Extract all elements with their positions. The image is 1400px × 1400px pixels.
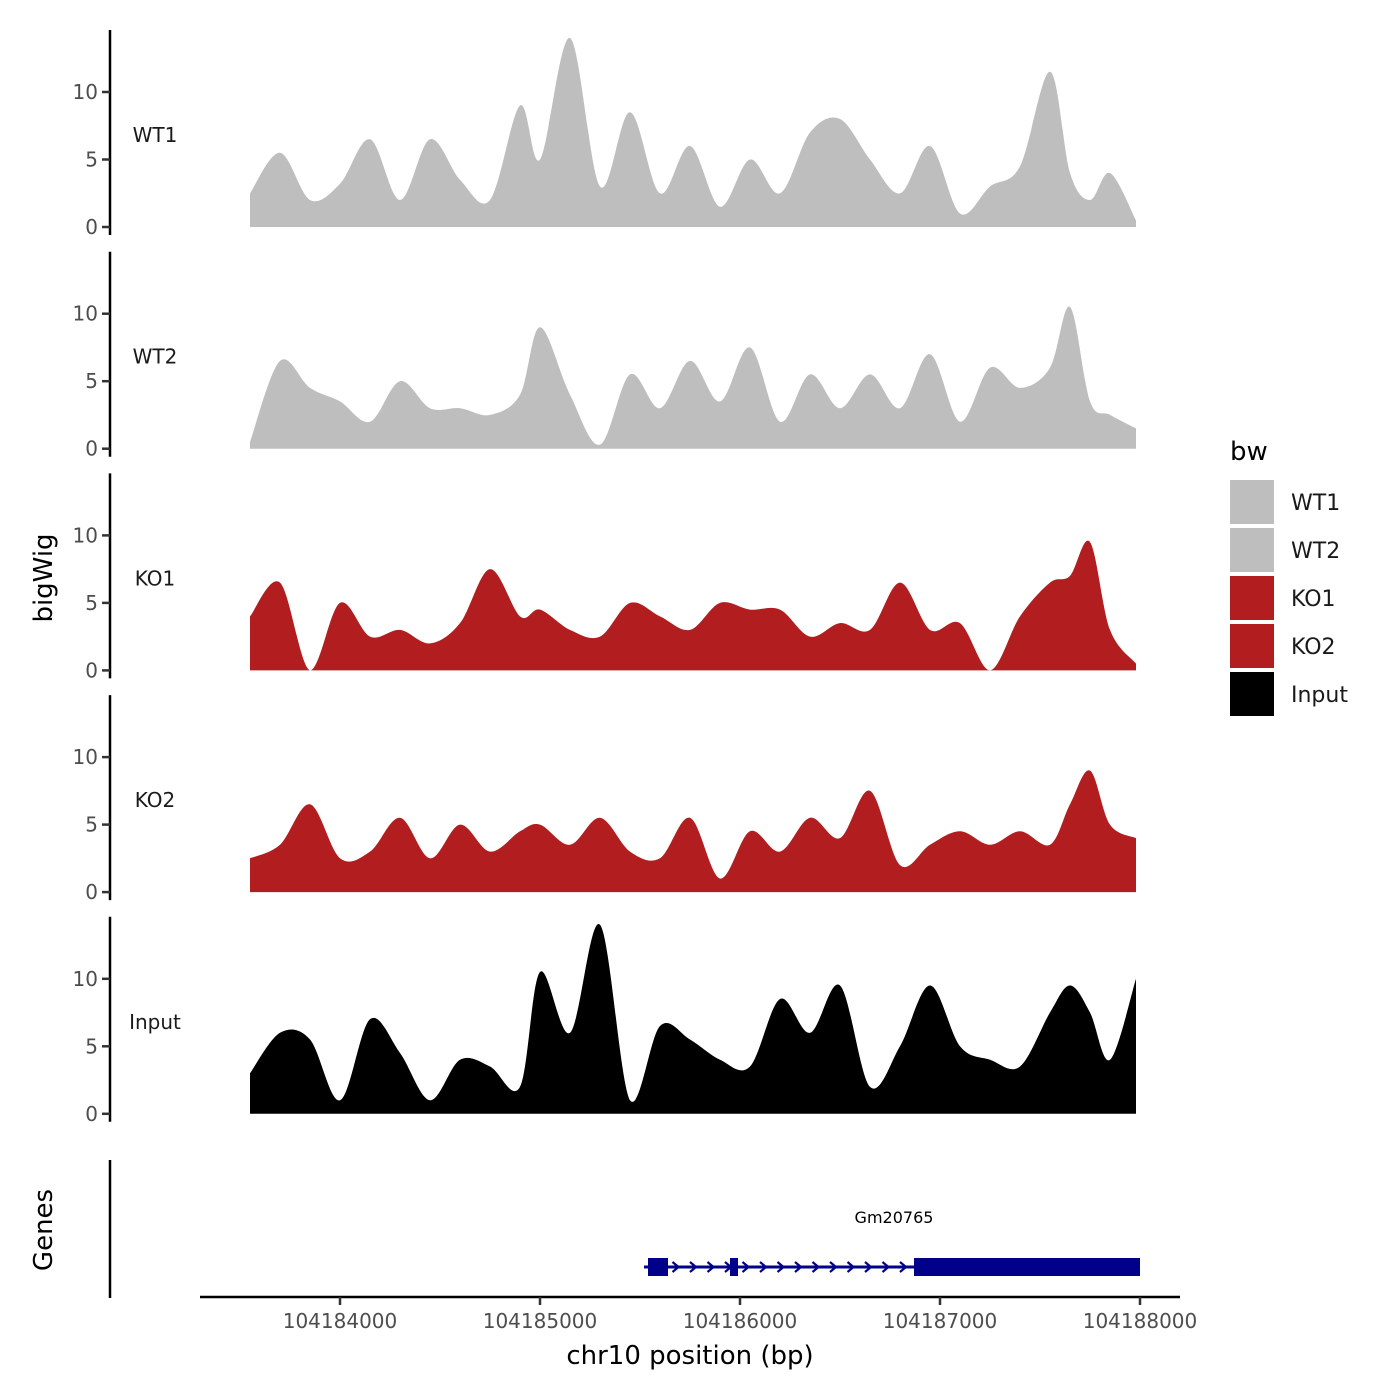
x-axis: 104184000 104185000 104186000 104187000 1041… <box>200 1295 1198 1333</box>
x-tick-label-104186000: 104186000 <box>683 1309 798 1333</box>
legend-label-ko1: KO1 <box>1291 587 1336 612</box>
track-ko2: 0 5 10 KO2 <box>73 695 1136 904</box>
track-label-wt2: WT2 <box>133 345 178 369</box>
area-wt1 <box>250 37 1136 228</box>
y-tick-label-wt1-10: 10 <box>73 80 98 104</box>
gene-label: Gm20765 <box>855 1208 934 1227</box>
strand-arrow <box>829 1261 838 1273</box>
strand-arrow <box>899 1261 908 1273</box>
gene-utr <box>1074 1258 1140 1276</box>
gene-gm20765: Gm20765 <box>644 1208 1140 1276</box>
track-input: 0 5 10 Input <box>73 916 1136 1126</box>
strand-arrow <box>776 1261 786 1273</box>
y-tick-label-input-5: 5 <box>85 1034 98 1058</box>
strand-arrow <box>881 1261 891 1273</box>
x-axis-title: chr10 position (bp) <box>566 1341 813 1371</box>
y-tick-label-wt2-0: 0 <box>85 437 98 461</box>
y-tick-label-ko1-0: 0 <box>85 658 98 682</box>
y-tick-label-ko2-10: 10 <box>73 745 98 769</box>
y-tick-label-ko1-5: 5 <box>85 591 98 615</box>
y-tick-label-wt2-5: 5 <box>85 369 98 393</box>
y-tick-label-input-0: 0 <box>85 1102 98 1126</box>
legend: bw WT1 WT2 KO1 KO2 Input <box>1230 437 1348 716</box>
gene-exon <box>730 1258 738 1276</box>
y-tick-label-wt1-5: 5 <box>85 148 98 172</box>
legend-label-wt2: WT2 <box>1291 539 1340 564</box>
y-tick-label-ko2-5: 5 <box>85 813 98 837</box>
legend-key-wt1 <box>1230 480 1274 524</box>
track-label-ko1: KO1 <box>135 566 176 590</box>
y-axis-title: bigWig <box>29 533 59 622</box>
x-tick-label-104185000: 104185000 <box>483 1309 598 1333</box>
y-tick-label-ko2-0: 0 <box>85 880 98 904</box>
track-label-wt1: WT1 <box>133 123 178 147</box>
area-input <box>250 923 1136 1114</box>
legend-key-input <box>1230 672 1274 716</box>
area-wt2 <box>250 306 1136 449</box>
strand-arrow <box>811 1261 821 1273</box>
y-tick-label-ko1-10: 10 <box>73 523 98 547</box>
strand-arrow <box>846 1261 856 1273</box>
y-tick-label-input-10: 10 <box>73 967 98 991</box>
genes-panel: Gm20765 <box>108 1160 1140 1298</box>
track-label-input: Input <box>129 1010 181 1034</box>
gene-exon <box>648 1258 668 1276</box>
strand-arrow <box>759 1261 768 1273</box>
x-tick-label-104188000: 104188000 <box>1083 1309 1198 1333</box>
y-tick-label-wt1-0: 0 <box>85 215 98 239</box>
track-wt1: 0 5 10 WT1 <box>73 30 1136 239</box>
area-ko2 <box>250 770 1136 893</box>
y-tick-label-wt2-10: 10 <box>73 302 98 326</box>
coverage-tracks: 0 5 10 WT1 0 5 10 WT2 0 5 10 KO1 0 5 10 KO2 0 5 10 Input <box>73 30 1136 1126</box>
x-tick-label-104184000: 104184000 <box>283 1309 398 1333</box>
legend-key-wt2 <box>1230 528 1274 572</box>
strand-arrow <box>706 1261 716 1273</box>
track-wt2: 0 5 10 WT2 <box>73 251 1136 461</box>
legend-label-ko2: KO2 <box>1291 635 1336 660</box>
legend-key-ko2 <box>1230 624 1274 668</box>
strand-arrow <box>741 1261 751 1273</box>
strand-arrow <box>671 1261 681 1273</box>
area-ko1 <box>250 540 1136 671</box>
track-label-ko2: KO2 <box>135 788 176 812</box>
strand-arrow <box>794 1261 803 1273</box>
legend-label-wt1: WT1 <box>1291 491 1340 516</box>
track-ko1: 0 5 10 KO1 <box>73 473 1136 682</box>
legend-key-ko1 <box>1230 576 1274 620</box>
strand-arrow <box>864 1261 873 1273</box>
genes-axis-title: Genes <box>29 1189 59 1271</box>
x-tick-label-104187000: 104187000 <box>883 1309 998 1333</box>
legend-label-input: Input <box>1291 683 1348 708</box>
gene-exon <box>914 1258 1074 1276</box>
legend-title: bw <box>1230 437 1268 467</box>
strand-arrow <box>689 1261 698 1273</box>
